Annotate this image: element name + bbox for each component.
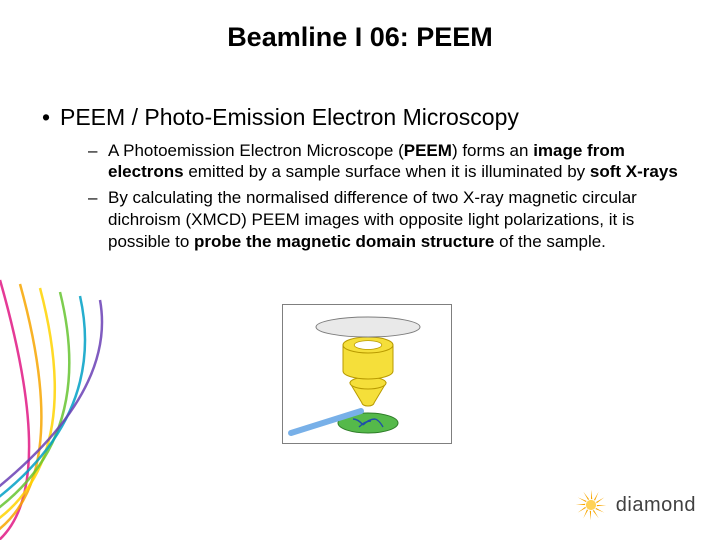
bullet-dot: • <box>42 104 60 132</box>
bullet-text: PEEM / Photo-Emission Electron Microscop… <box>60 104 519 132</box>
bullet-level2: –A Photoemission Electron Microscope (PE… <box>88 140 678 184</box>
peem-diagram-svg <box>283 305 453 445</box>
swirl-decoration <box>0 260 280 540</box>
body: •PEEM / Photo-Emission Electron Microsco… <box>42 104 678 262</box>
bullet-level1: •PEEM / Photo-Emission Electron Microsco… <box>42 104 678 252</box>
slide-title: Beamline I 06: PEEM <box>0 22 720 53</box>
bullet-subtext: A Photoemission Electron Microscope (PEE… <box>108 140 678 184</box>
diamond-logo: diamond <box>574 488 696 522</box>
bullet-level2: –By calculating the normalised differenc… <box>88 187 678 252</box>
logo-text: diamond <box>616 494 696 517</box>
peem-diagram <box>282 304 452 444</box>
bullet-dash: – <box>88 187 108 209</box>
slide: Beamline I 06: PEEM •PEEM / Photo-Emissi… <box>0 0 720 540</box>
bullet-dash: – <box>88 140 108 162</box>
bullet-subtext: By calculating the normalised difference… <box>108 187 678 252</box>
sun-icon <box>574 488 608 522</box>
